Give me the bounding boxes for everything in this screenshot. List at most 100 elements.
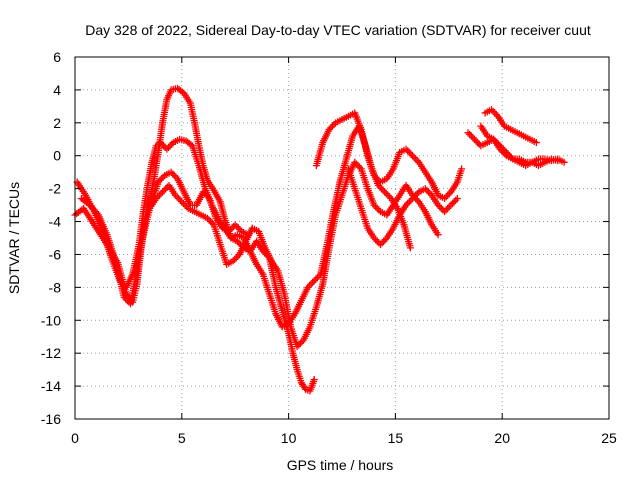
data-point (232, 254, 240, 262)
x-tick-label: 0 (71, 430, 79, 446)
data-point (445, 203, 453, 211)
data-point (244, 231, 252, 239)
data-point (410, 193, 418, 201)
data-point (447, 201, 455, 209)
chart-title: Day 328 of 2022, Sidereal Day-to-day VTE… (85, 22, 591, 38)
data-point (159, 173, 167, 181)
data-point (492, 111, 500, 119)
y-tick-label: 0 (53, 148, 61, 164)
data-point (307, 280, 315, 288)
data-point (452, 196, 460, 204)
data-point (226, 226, 234, 234)
data-point (474, 139, 482, 147)
data-point (154, 178, 162, 186)
x-tick-label: 20 (494, 430, 510, 446)
data-point (407, 150, 415, 158)
data-point (379, 186, 387, 194)
data-point (426, 190, 434, 198)
data-point (469, 134, 477, 142)
data-point (159, 188, 167, 196)
data-point (178, 198, 186, 206)
x-tick-label: 10 (281, 430, 297, 446)
data-point (378, 239, 386, 247)
x-tick-label: 15 (388, 430, 404, 446)
data-point (372, 236, 380, 244)
data-point (325, 125, 333, 133)
data-point (370, 201, 378, 209)
data-point (436, 203, 444, 211)
data-point (408, 195, 416, 203)
series-trace-3 (77, 158, 442, 351)
y-tick-label: 4 (53, 82, 61, 98)
data-point (402, 145, 410, 153)
data-point (488, 106, 496, 114)
data-point (373, 175, 381, 183)
data-point (157, 190, 165, 198)
y-tick-label: 6 (53, 49, 61, 65)
data-point (404, 199, 412, 207)
data-point (172, 173, 180, 181)
data-point (179, 199, 187, 207)
data-point (375, 206, 383, 214)
data-point (496, 145, 504, 153)
data-point (233, 237, 241, 245)
data-point (501, 150, 509, 158)
data-point (378, 185, 386, 193)
data-point (372, 173, 380, 181)
data-point (376, 241, 384, 249)
data-point (425, 188, 433, 196)
y-tick-label: -16 (41, 411, 61, 427)
data-point (444, 204, 452, 212)
data-point (532, 139, 540, 147)
data-point (458, 165, 466, 173)
data-point (449, 199, 457, 207)
series-trace-6 (344, 165, 461, 249)
series-trace-9 (477, 122, 562, 170)
y-tick-label: -12 (41, 345, 61, 361)
data-point (408, 152, 416, 160)
data-point (327, 124, 335, 132)
series-trace-8 (481, 106, 540, 147)
y-tick-label: -10 (41, 312, 61, 328)
data-point (204, 193, 212, 201)
data-point (234, 252, 242, 260)
data-point (380, 237, 388, 245)
data-point (170, 171, 178, 179)
data-point (171, 191, 179, 199)
data-point (235, 239, 243, 247)
data-point (467, 132, 475, 140)
y-tick-label: -6 (49, 246, 62, 262)
data-point (423, 186, 431, 194)
data-point (406, 244, 414, 252)
data-point (120, 293, 128, 301)
data-point (441, 208, 449, 216)
data-point (372, 203, 380, 211)
data-point (381, 188, 389, 196)
data-point (384, 191, 392, 199)
data-point (233, 222, 241, 230)
data-point (234, 224, 242, 232)
data-point (413, 157, 421, 165)
data-point (310, 376, 318, 384)
data-point (413, 196, 421, 204)
data-point (328, 122, 336, 130)
data-point (167, 168, 175, 176)
grid (75, 57, 609, 419)
data-point (445, 190, 453, 198)
data-point (402, 201, 410, 209)
data-point (405, 198, 413, 206)
data-layer (71, 84, 568, 395)
data-point (352, 160, 360, 168)
data-point (464, 129, 472, 137)
data-point (183, 203, 191, 211)
data-point (330, 120, 338, 128)
y-tick-label: -8 (49, 279, 62, 295)
data-point (470, 135, 478, 143)
data-point (309, 278, 317, 286)
data-point (413, 190, 421, 198)
data-point (404, 147, 412, 155)
data-point (207, 218, 215, 226)
data-point (354, 162, 362, 170)
